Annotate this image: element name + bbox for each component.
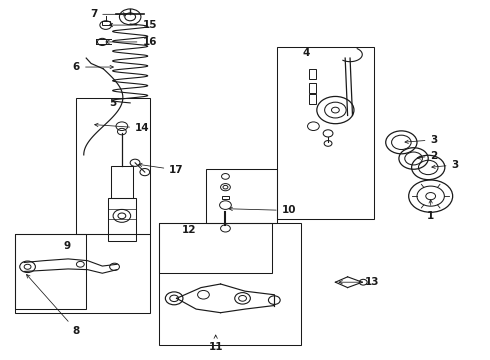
Text: 1: 1	[427, 200, 434, 221]
Bar	[111, 166, 133, 198]
Bar	[221, 196, 229, 199]
Text: 3: 3	[432, 160, 459, 170]
Text: 7: 7	[90, 9, 126, 19]
Text: 16: 16	[106, 37, 157, 47]
Bar	[159, 223, 272, 273]
Text: 6: 6	[73, 62, 113, 72]
Bar	[309, 94, 316, 104]
Bar	[15, 234, 150, 313]
Bar	[277, 47, 374, 220]
Text: 12: 12	[182, 225, 196, 235]
Bar	[15, 234, 86, 309]
Text: 4: 4	[302, 48, 310, 58]
Text: 9: 9	[63, 241, 70, 251]
Text: 14: 14	[95, 123, 150, 133]
Bar	[102, 21, 110, 25]
Text: 15: 15	[109, 20, 157, 30]
Text: 5: 5	[109, 98, 117, 108]
Bar	[309, 69, 316, 79]
Text: 17: 17	[139, 163, 184, 175]
Text: 3: 3	[405, 135, 438, 145]
Bar	[108, 198, 136, 241]
Text: 2: 2	[417, 150, 438, 161]
Bar	[206, 169, 277, 223]
Bar	[76, 98, 150, 234]
Bar	[159, 223, 301, 345]
Text: 10: 10	[229, 206, 296, 216]
Text: 8: 8	[26, 275, 80, 336]
Text: 13: 13	[339, 277, 379, 287]
Text: 11: 11	[208, 335, 223, 352]
Bar	[309, 83, 316, 93]
